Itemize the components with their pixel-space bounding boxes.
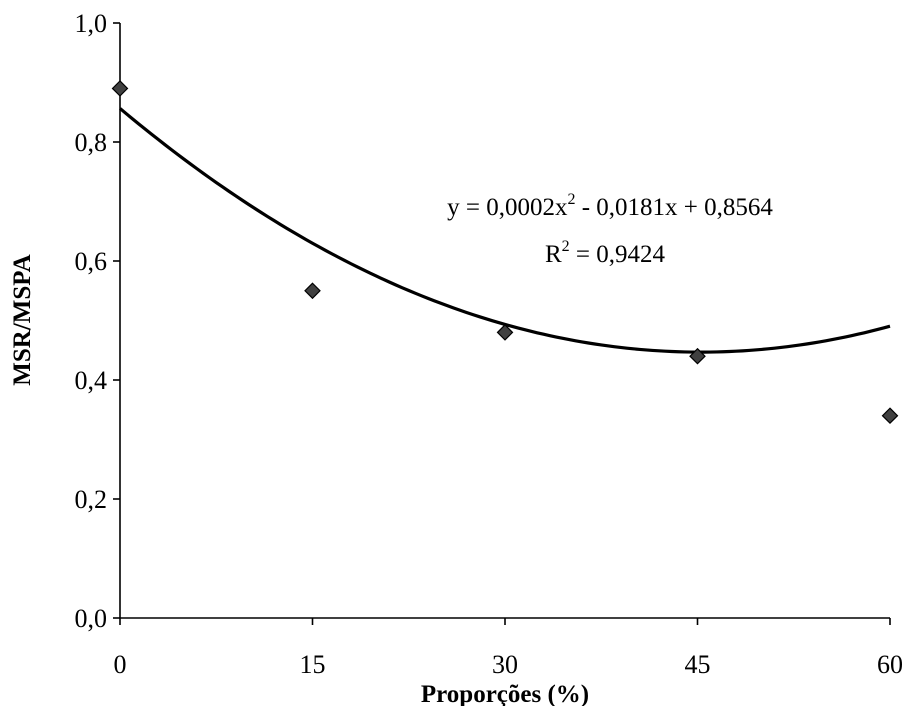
r2-prefix: R	[545, 241, 562, 268]
trendline-equation: y = 0,0002x2 - 0,0181x + 0,8564	[447, 191, 773, 221]
equation-suffix: - 0,0181x + 0,8564	[575, 194, 773, 221]
data-points	[111, 80, 899, 425]
x-ticks: 0 15 30 45 60	[114, 618, 903, 679]
r-squared-label: R2 = 0,9424	[545, 238, 666, 268]
x-tick-label: 30	[492, 650, 518, 679]
y-tick-label: 0,4	[75, 366, 108, 395]
y-ticks: 0,0 0,2 0,4 0,6 0,8 1,0	[75, 9, 120, 633]
y-tick-label: 1,0	[75, 9, 108, 38]
r2-suffix: = 0,9424	[570, 241, 666, 268]
y-axis-title: MSR/MSPA	[9, 254, 36, 385]
x-tick-label: 45	[685, 650, 711, 679]
equation-exponent: 2	[567, 191, 575, 208]
x-tick-label: 60	[877, 650, 903, 679]
data-point	[496, 324, 514, 341]
y-tick-label: 0,2	[75, 485, 108, 514]
y-tick-label: 0,0	[75, 604, 108, 633]
data-point	[881, 407, 899, 425]
x-axis-title: Proporções (%)	[421, 681, 589, 706]
data-point	[111, 80, 129, 97]
trendline	[118, 107, 891, 354]
data-point	[689, 347, 706, 365]
data-point	[304, 282, 321, 300]
y-tick-label: 0,6	[75, 247, 108, 276]
equation-prefix: y = 0,0002x	[447, 194, 568, 221]
r2-exponent: 2	[562, 238, 570, 255]
y-tick-label: 0,8	[75, 128, 108, 157]
x-tick-label: 0	[114, 650, 127, 679]
x-tick-label: 15	[300, 650, 326, 679]
